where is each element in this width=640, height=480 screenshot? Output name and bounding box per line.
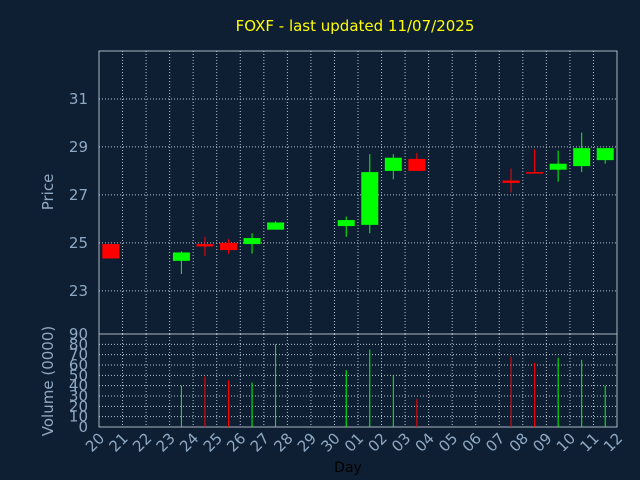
volume-tick-label: 60	[69, 356, 88, 374]
candle-body	[102, 244, 120, 259]
candle-body	[596, 148, 614, 161]
x-ticks: 2021222324252627282930010203040506070809…	[82, 429, 626, 455]
volume-tick-label: 40	[69, 377, 88, 395]
price-tick-label: 31	[69, 90, 88, 108]
volume-tick-label: 0	[78, 418, 88, 436]
price-tick-label: 23	[69, 282, 88, 300]
volume-tick-label: 90	[69, 325, 88, 343]
candle-body	[220, 242, 237, 251]
candle-body	[337, 220, 355, 227]
candle-body	[172, 252, 190, 261]
volume-bars	[180, 344, 606, 427]
candle-body	[196, 244, 214, 247]
volume-tick-label: 10	[69, 408, 88, 426]
volume-panel-frame	[98, 333, 618, 428]
candle-body	[573, 148, 591, 167]
candle-body	[408, 158, 426, 171]
volume-axis-label: Volume (0000)	[39, 326, 57, 436]
volume-tick-label: 20	[69, 397, 88, 415]
candle-body	[502, 180, 520, 183]
price-axis-label: Price	[39, 174, 57, 211]
volume-tick-label: 80	[69, 335, 88, 353]
chart-title: FOXF - last updated 11/07/2025	[236, 17, 475, 35]
candle-body	[243, 238, 261, 245]
candle-body	[384, 157, 402, 171]
price-tick-label: 29	[69, 138, 88, 156]
price-grid	[99, 51, 617, 334]
volume-tick-label: 50	[69, 366, 88, 384]
price-y-ticks: 23 25 27 29 31	[69, 90, 88, 300]
volume-tick-label: 30	[69, 387, 88, 405]
candle-body	[267, 222, 285, 230]
volume-grid	[99, 334, 617, 427]
candle-body	[361, 172, 379, 225]
x-axis-label: Day	[334, 460, 362, 476]
candles	[102, 132, 614, 275]
price-tick-label: 27	[69, 186, 88, 204]
volume-tick-label: 70	[69, 346, 88, 364]
candle-body	[526, 172, 544, 174]
price-tick-label: 25	[69, 234, 88, 252]
candle-body	[549, 163, 567, 170]
